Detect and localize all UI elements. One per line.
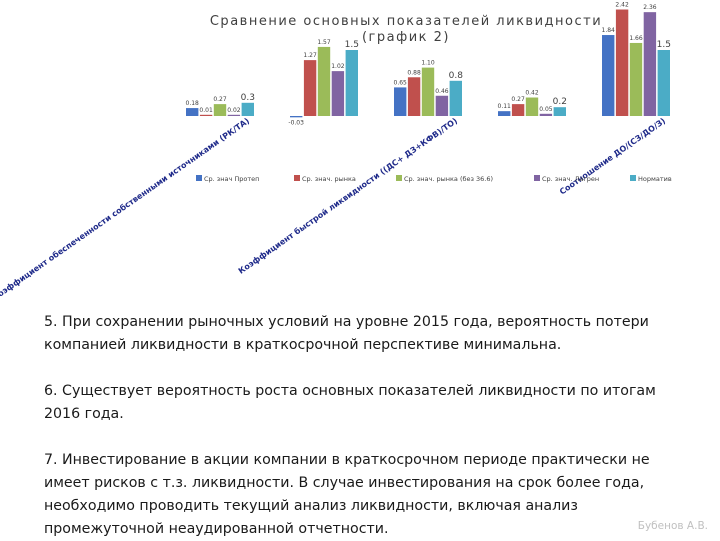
bar-s4-c3 — [553, 107, 566, 116]
author-footer: Бубенов А.В. — [637, 520, 708, 532]
legend-label-1: Ср. знач. рынка — [302, 175, 356, 183]
conclusion-6: 6. Существует вероятность роста основных… — [44, 383, 656, 422]
liquidity-comparison-chart: Сравнение основных показателей ликвиднос… — [0, 2, 672, 300]
legend-swatch-1 — [294, 175, 300, 181]
conclusion-7: 7. Инвестирование в акции компании в кра… — [44, 452, 650, 537]
bar-s1-c1 — [303, 60, 317, 116]
legend-swatch-0 — [196, 175, 202, 181]
bar-s4-c0 — [241, 102, 254, 116]
data-label-s2-c4: 1.66 — [629, 35, 643, 42]
chart-title: Сравнение основных показателей ликвиднос… — [210, 14, 602, 29]
data-label-s1-c1: 1.27 — [303, 52, 317, 59]
category-label-0: Коэффициент обеспеченности собственными … — [0, 115, 251, 300]
legend-label-2: Ср. знач. рынка (без 36.6) — [404, 175, 493, 183]
category-label-4: Соотношение ДО/(СЗ/ДО/З) — [558, 116, 667, 196]
bar-s4-c1 — [345, 50, 358, 116]
data-label-s2-c1: 1.57 — [317, 39, 331, 46]
bar-s0-c3 — [498, 111, 511, 116]
bar-s1-c4 — [615, 9, 629, 116]
conclusions: 5. При сохранении рыночных условий на ур… — [44, 311, 684, 541]
legend-swatch-4 — [630, 175, 636, 181]
data-label-s4-c2: 0.8 — [449, 71, 464, 81]
data-label-s4-c0: 0.3 — [241, 93, 255, 103]
legend-label-0: Ср. знач Протеп — [204, 175, 259, 183]
bar-s0-c0 — [186, 108, 199, 116]
bar-s3-c1 — [331, 71, 345, 116]
bar-s2-c1 — [317, 46, 331, 116]
data-label-s0-c0: 0.18 — [186, 100, 200, 107]
legend-label-3: Ср. знач. Лагрен — [542, 175, 599, 183]
legend-label-4: Норматив — [638, 175, 672, 183]
data-label-s1-c4: 2.42 — [615, 2, 629, 9]
legend-swatch-2 — [396, 175, 402, 181]
data-label-s1-c0: 0.01 — [199, 107, 213, 114]
bar-s3-c0 — [227, 114, 241, 116]
data-label-s3-c3: 0.05 — [539, 106, 553, 113]
data-label-s1-c3: 0.27 — [511, 96, 525, 103]
data-label-s3-c2: 0.46 — [435, 88, 449, 95]
bar-s2-c3 — [525, 97, 539, 116]
bar-s2-c4 — [629, 42, 643, 116]
bars-group — [186, 9, 670, 118]
bar-s4-c2 — [449, 80, 462, 116]
data-label-s0-c1: -0.03 — [288, 119, 304, 126]
bar-s1-c0 — [199, 114, 213, 116]
data-label-s1-c2: 0.88 — [407, 69, 421, 76]
data-label-s4-c1: 1.5 — [345, 40, 359, 50]
bar-s0-c1 — [290, 116, 303, 118]
data-label-s2-c0: 0.27 — [213, 96, 227, 103]
bar-s1-c3 — [511, 104, 525, 116]
bar-s3-c4 — [643, 12, 657, 116]
bar-s0-c2 — [394, 87, 407, 116]
data-label-s3-c4: 2.36 — [643, 4, 657, 11]
category-labels-group: Коэффициент обеспеченности собственными … — [0, 115, 667, 300]
data-label-s4-c3: 0.2 — [553, 97, 567, 107]
bar-s2-c2 — [421, 67, 435, 116]
data-label-s4-c4: 1.5 — [657, 40, 671, 50]
legend: Ср. знач Протеп Ср. знач. рынка Ср. знач. … — [196, 175, 672, 183]
data-label-s0-c2: 0.65 — [394, 79, 408, 86]
bar-s3-c3 — [539, 113, 553, 116]
data-label-s3-c0: 0.02 — [227, 107, 241, 114]
data-label-s0-c3: 0.11 — [498, 103, 512, 110]
data-label-s2-c3: 0.42 — [525, 90, 539, 97]
bar-s4-c4 — [657, 50, 670, 116]
category-label-2: Коэффициент быстрой ликвидности ((ДС+ ДЗ… — [236, 115, 459, 275]
bar-s1-c2 — [407, 77, 421, 116]
data-label-s0-c4: 1.84 — [602, 27, 616, 34]
data-label-s3-c1: 1.02 — [331, 63, 345, 70]
legend-swatch-3 — [534, 175, 540, 181]
bar-s0-c4 — [602, 35, 615, 116]
bar-s3-c2 — [435, 95, 449, 116]
bar-s2-c0 — [213, 104, 227, 116]
chart-subtitle: (график 2) — [362, 30, 450, 45]
data-label-s2-c2: 1.10 — [421, 60, 435, 67]
conclusion-5: 5. При сохранении рыночных условий на ур… — [44, 314, 649, 353]
data-labels-group: 0.180.010.270.020.3-0.031.271.571.021.50… — [186, 2, 671, 127]
